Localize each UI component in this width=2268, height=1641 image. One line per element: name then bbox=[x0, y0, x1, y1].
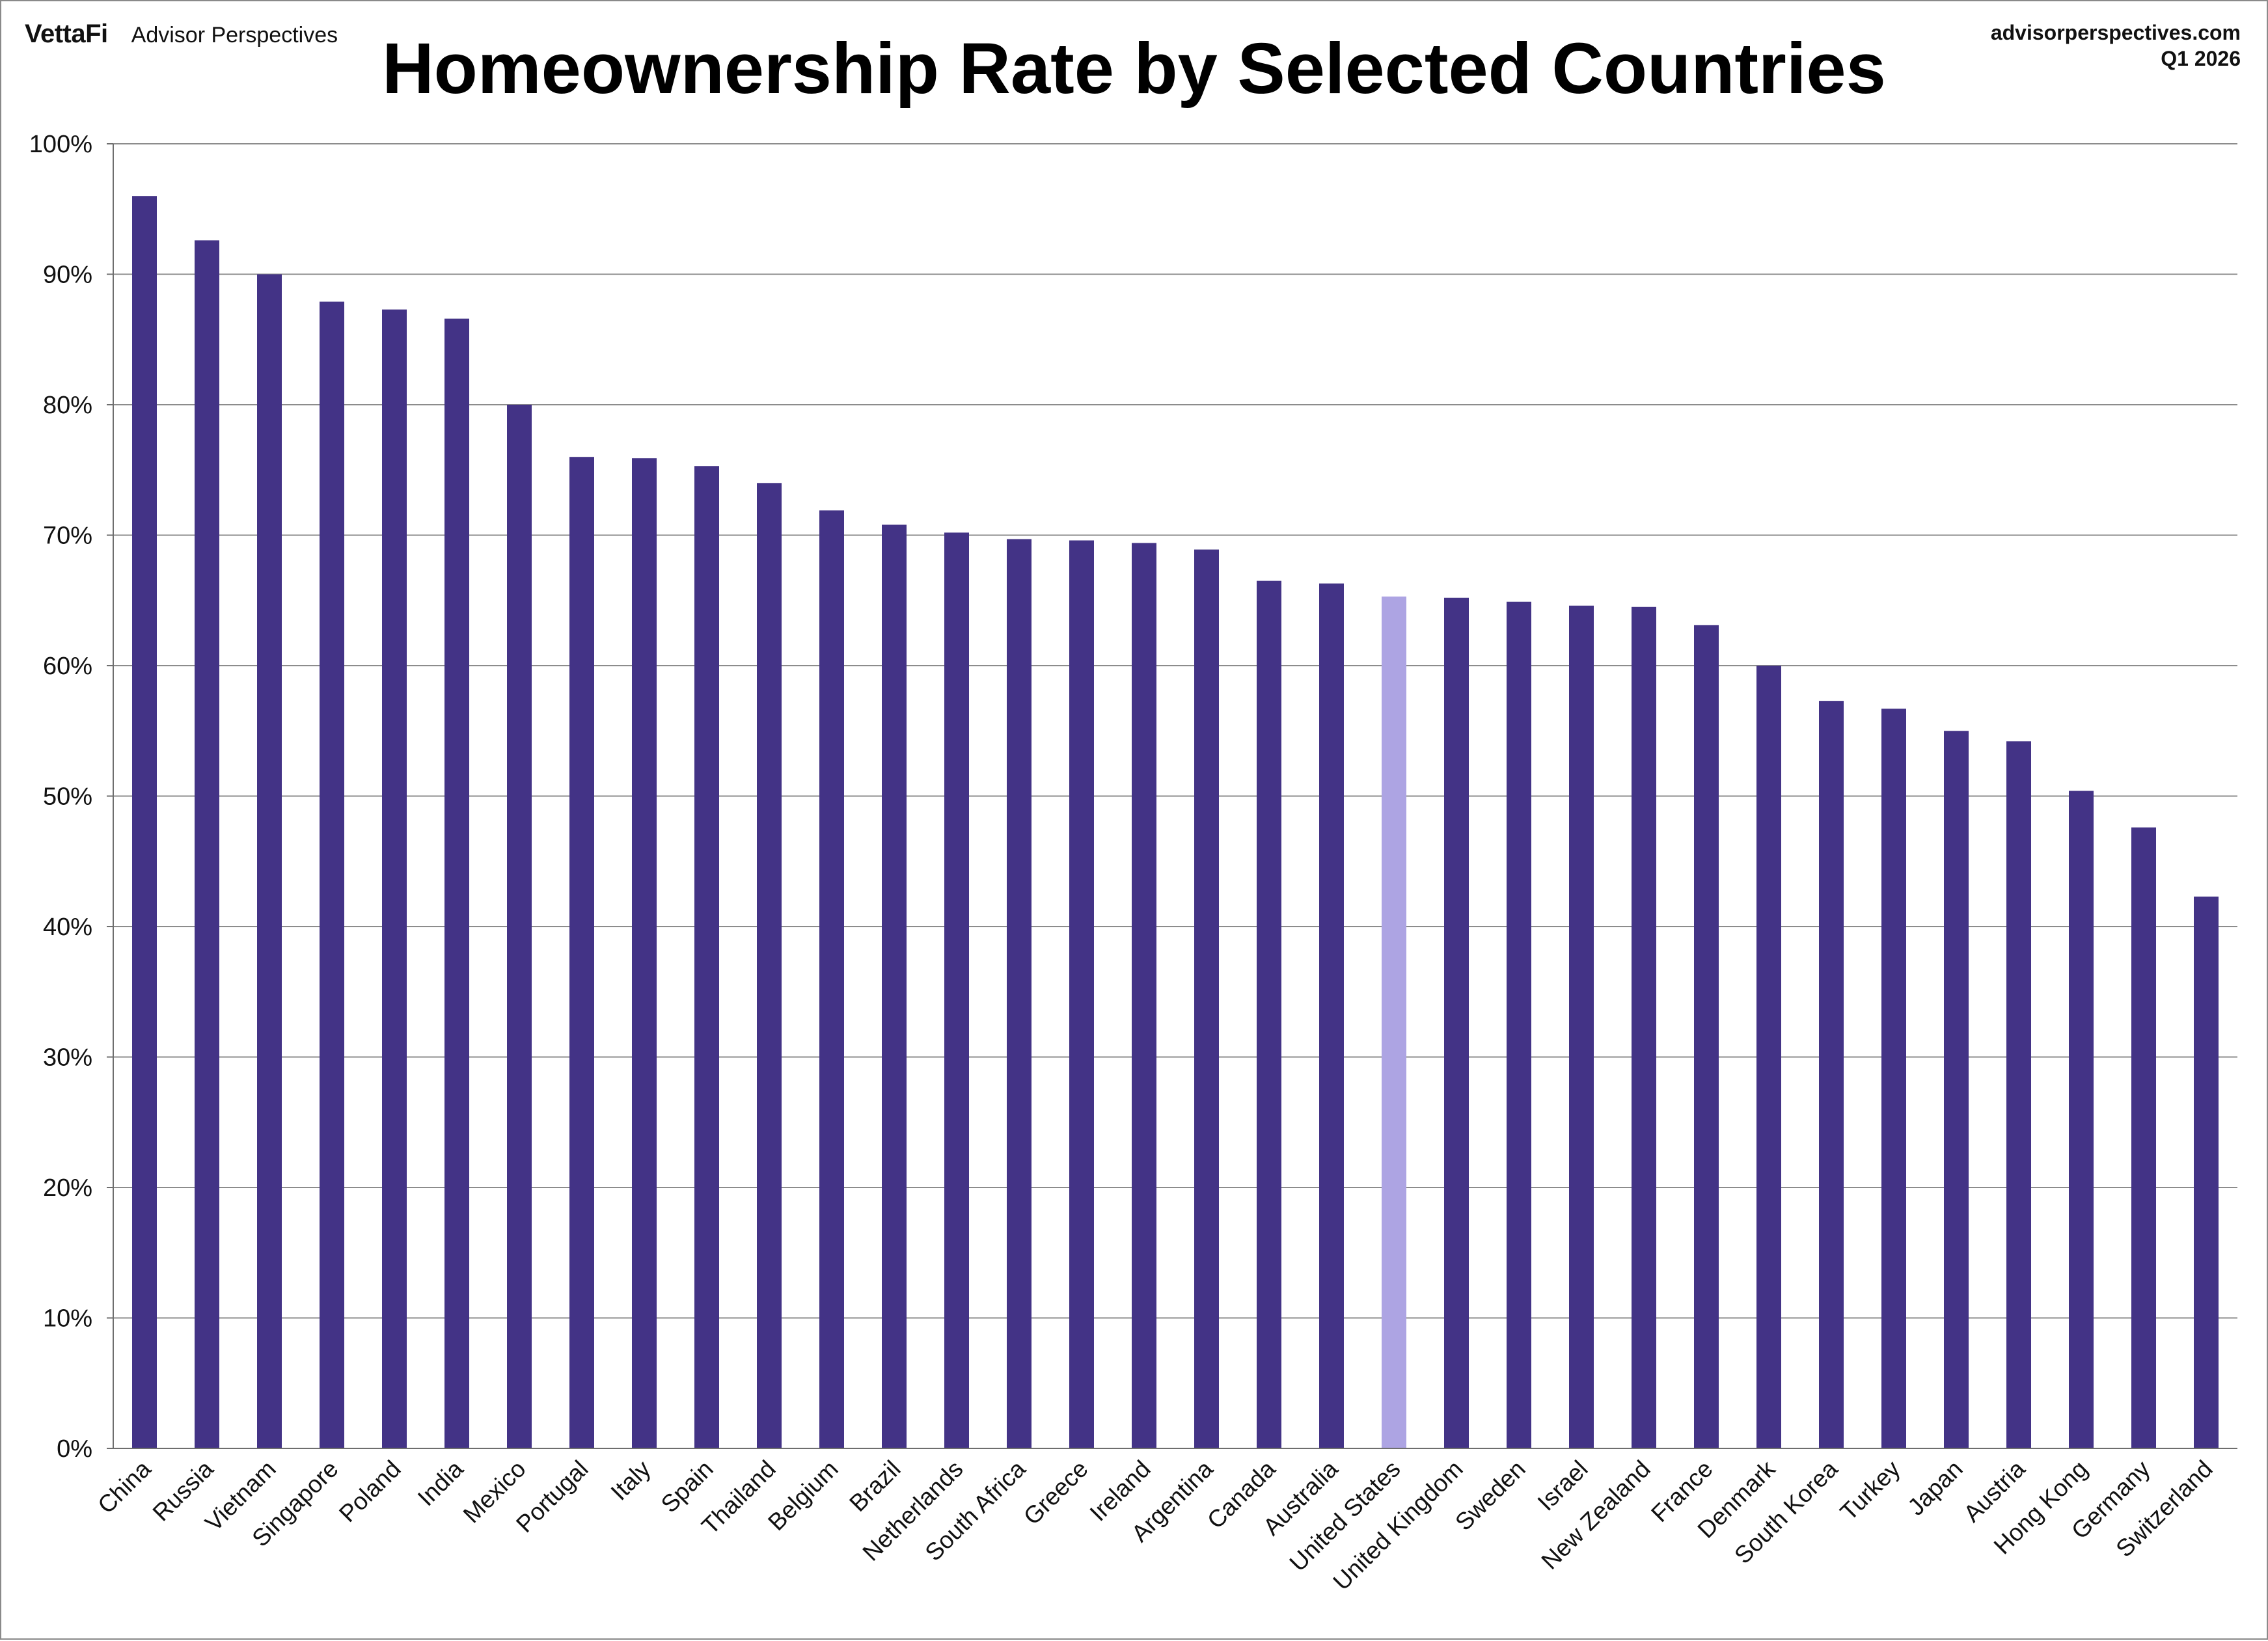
x-tick-label: Turkey bbox=[1835, 1455, 1906, 1525]
bar-italy bbox=[632, 458, 657, 1448]
y-tick-label: 10% bbox=[43, 1305, 92, 1333]
bar-sweden bbox=[1507, 601, 1531, 1448]
bar-canada bbox=[1257, 580, 1281, 1448]
vettafi-logo: VettaFi bbox=[25, 20, 108, 48]
bar-united-kingdom bbox=[1444, 597, 1469, 1448]
x-tick-label: Greece bbox=[1018, 1456, 1093, 1530]
bar-greece bbox=[1069, 540, 1094, 1448]
bar-argentina bbox=[1194, 549, 1219, 1449]
bar-poland bbox=[382, 309, 407, 1448]
bar-india bbox=[444, 318, 469, 1448]
bar-singapore bbox=[320, 301, 344, 1449]
x-tick-label: China bbox=[92, 1455, 156, 1519]
x-tick-label: Japan bbox=[1902, 1456, 1967, 1521]
bar-hong-kong bbox=[2069, 791, 2094, 1448]
axes bbox=[113, 144, 2237, 1449]
x-tick-label: New Zealand bbox=[1537, 1456, 1656, 1575]
y-tick-label: 20% bbox=[43, 1174, 92, 1202]
y-tick-label: 60% bbox=[43, 653, 92, 680]
bar-israel bbox=[1569, 605, 1594, 1448]
bar-russia bbox=[195, 240, 219, 1448]
bar-france bbox=[1694, 625, 1719, 1448]
y-tick-label: 100% bbox=[29, 131, 92, 158]
bar-united-states bbox=[1382, 596, 1406, 1448]
x-tick-label: Israel bbox=[1533, 1456, 1593, 1516]
bar-portugal bbox=[569, 457, 594, 1449]
bar-austria bbox=[2006, 741, 2031, 1448]
bar-china bbox=[132, 196, 157, 1449]
bar-belgium bbox=[819, 510, 844, 1448]
bar-turkey bbox=[1881, 709, 1906, 1448]
x-tick-label: Italy bbox=[606, 1455, 656, 1505]
x-tick-label: United States bbox=[1285, 1456, 1406, 1577]
bar-south-korea bbox=[1819, 701, 1844, 1448]
y-tick-label: 0% bbox=[57, 1435, 92, 1463]
source-site: advisorperspectives.com bbox=[1990, 21, 2241, 44]
bars bbox=[132, 196, 2219, 1449]
x-tick-label: India bbox=[413, 1455, 469, 1511]
source-period: Q1 2026 bbox=[2161, 47, 2241, 70]
y-tick-label: 90% bbox=[43, 262, 92, 289]
brand: VettaFi Advisor Perspectives bbox=[25, 20, 338, 49]
y-tick-label: 30% bbox=[43, 1044, 92, 1072]
bar-switzerland bbox=[2194, 896, 2219, 1448]
bar-new-zealand bbox=[1632, 606, 1656, 1448]
bar-vietnam bbox=[257, 274, 282, 1448]
x-tick-label: Poland bbox=[334, 1456, 405, 1527]
source-block: advisorperspectives.com Q1 2026 bbox=[1991, 20, 2241, 72]
y-tick-label: 70% bbox=[43, 522, 92, 550]
y-tick-label: 40% bbox=[43, 914, 92, 941]
bar-spain bbox=[694, 466, 719, 1448]
bar-south-africa bbox=[1007, 539, 1032, 1448]
bar-brazil bbox=[882, 524, 907, 1449]
bar-australia bbox=[1319, 583, 1344, 1448]
chart-title: Homeownership Rate by Selected Countries bbox=[382, 29, 1886, 109]
y-tick-label: 50% bbox=[43, 783, 92, 811]
y-axis-ticks: 0% 10% 20% 30% 40% 50% 60% 70% 80% 90% 100% bbox=[29, 131, 113, 1463]
bar-denmark bbox=[1756, 666, 1781, 1448]
bar-ireland bbox=[1132, 543, 1156, 1448]
bar-japan bbox=[1944, 731, 1969, 1448]
bar-netherlands bbox=[944, 532, 969, 1448]
x-tick-label: Sweden bbox=[1450, 1456, 1531, 1536]
bar-thailand bbox=[757, 483, 782, 1448]
gridlines bbox=[113, 143, 2237, 1319]
brand-subtitle: Advisor Perspectives bbox=[131, 23, 338, 47]
x-tick-label: Belgium bbox=[763, 1456, 843, 1536]
bar-mexico bbox=[507, 405, 532, 1448]
y-tick-label: 80% bbox=[43, 392, 92, 419]
bar-germany bbox=[2131, 827, 2156, 1448]
